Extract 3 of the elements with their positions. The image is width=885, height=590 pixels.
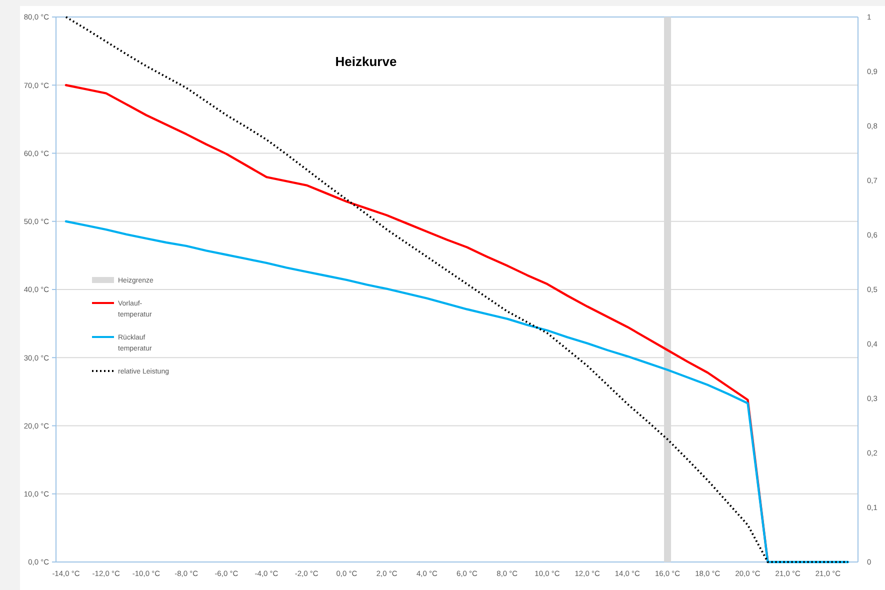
line-series (64, 220, 850, 564)
line-series (65, 16, 849, 563)
text: Heizkurve (335, 54, 397, 69)
